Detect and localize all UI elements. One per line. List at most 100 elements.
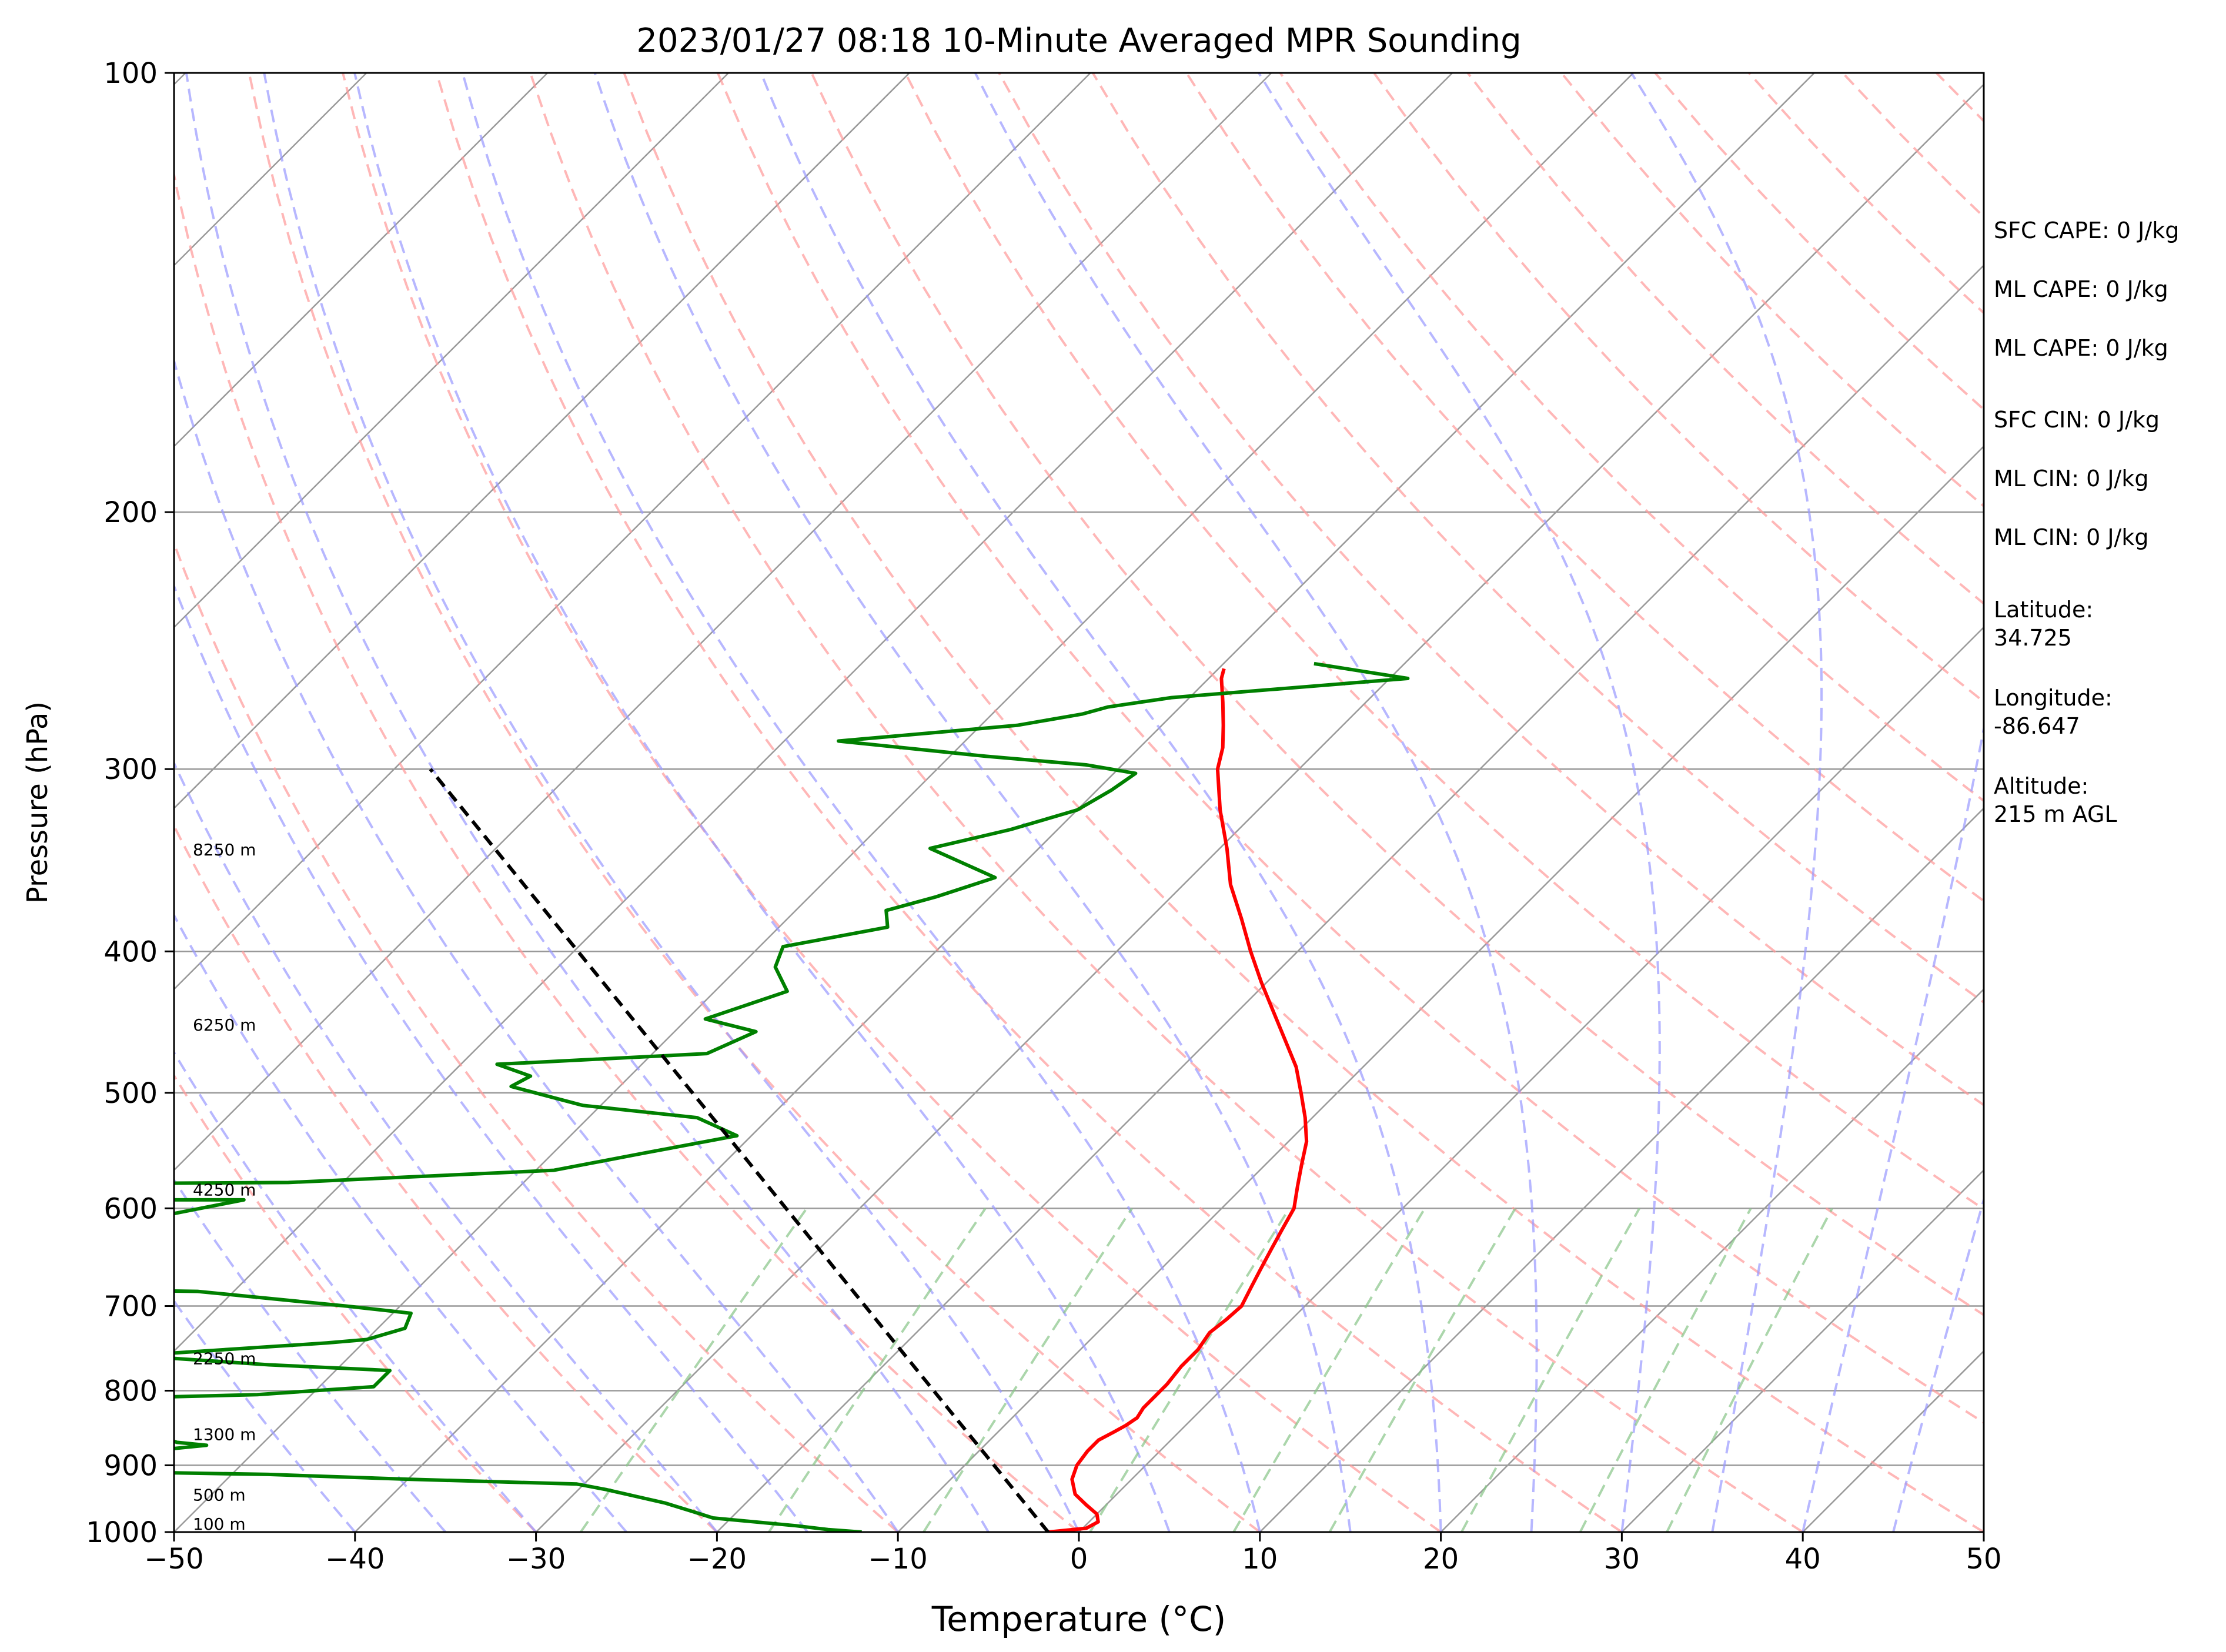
height-label: 500 m <box>193 1485 246 1504</box>
dry-adiabat <box>904 73 1984 1211</box>
dewpoint-profile <box>174 661 1410 1532</box>
isotherm-line <box>174 73 1272 1172</box>
y-axis-label: Pressure (hPa) <box>21 701 54 904</box>
moist-adiabat <box>353 73 1171 1532</box>
moist-adiabat <box>174 760 718 1532</box>
y-tick-label: 1000 <box>86 1516 158 1549</box>
height-label: 8250 m <box>193 840 256 860</box>
dry-adiabat <box>529 73 1804 1532</box>
mixing-ratio-line <box>579 1208 808 1532</box>
moist-adiabat <box>760 73 1442 1532</box>
dry-adiabat <box>174 169 1080 1532</box>
moist-adiabat <box>174 1050 537 1532</box>
x-tick-label: 30 <box>1604 1543 1640 1576</box>
y-tick-label: 400 <box>103 935 158 968</box>
isotherm-line <box>174 73 1634 1532</box>
index-text: ML CIN: 0 J/kg <box>1994 524 2149 550</box>
index-text: ML CAPE: 0 J/kg <box>1994 276 2168 302</box>
moist-adiabat <box>174 1178 447 1532</box>
dry-adiabat <box>1279 73 1984 802</box>
isotherm-line <box>174 73 367 267</box>
dry-adiabat <box>1185 73 1984 903</box>
isotherm-line <box>1259 807 1984 1532</box>
index-text: ML CAPE: 0 J/kg <box>1994 335 2168 361</box>
x-tick-label: 20 <box>1423 1543 1459 1576</box>
dry-adiabat <box>810 73 1984 1317</box>
moist-adiabat <box>174 356 899 1532</box>
dry-adiabat <box>342 73 1442 1532</box>
mixing-ratio-line <box>1460 1208 1641 1532</box>
x-tick-label: −40 <box>325 1543 385 1576</box>
y-tick-label: 600 <box>103 1192 158 1225</box>
isotherm-line <box>0 73 5 1532</box>
index-text: SFC CIN: 0 J/kg <box>1994 407 2160 433</box>
x-tick-label: −50 <box>144 1543 203 1576</box>
mixing-ratio-line <box>1232 1208 1426 1532</box>
moist-adiabat <box>1630 73 1823 1532</box>
x-axis-ticks: −50 −40 −30 −20 −10 0 10 20 30 40 50 <box>144 1532 2002 1576</box>
isotherm-line <box>716 264 1984 1532</box>
mixing-ratio-line <box>923 1208 1133 1532</box>
isotherm-line <box>2165 73 2226 1532</box>
y-tick-label: 900 <box>103 1449 158 1482</box>
x-tick-label: 0 <box>1070 1543 1088 1576</box>
isotherm-line <box>1440 988 1984 1532</box>
chart-title: 2023/01/27 08:18 10-Minute Averaged MPR … <box>636 22 1521 60</box>
height-label: 4250 m <box>193 1180 256 1199</box>
isotherm-line <box>1078 626 1984 1532</box>
moist-adiabat <box>1258 73 1661 1532</box>
index-text: ML CIN: 0 J/kg <box>1994 466 2149 491</box>
height-labels: 100 m 500 m 1300 m 2250 m 4250 m 6250 m 8250 m <box>193 840 256 1534</box>
isotherm-line <box>1621 1169 1984 1532</box>
x-tick-label: −20 <box>687 1543 747 1576</box>
moist-adiabat <box>185 73 990 1532</box>
isotherm-line <box>535 83 1984 1532</box>
height-label: 100 m <box>193 1514 246 1534</box>
moist-adiabat <box>1892 1195 1984 1532</box>
dry-adiabat <box>174 1073 537 1532</box>
mixing-ratio-line <box>1666 1208 1833 1532</box>
isotherm-line <box>174 73 910 810</box>
height-label: 1300 m <box>193 1424 256 1444</box>
x-tick-label: −10 <box>868 1543 928 1576</box>
x-tick-label: −30 <box>506 1543 566 1576</box>
mixing-ratio-line <box>768 1208 987 1532</box>
isotherm-line <box>897 445 1984 1532</box>
dry-adiabat <box>248 73 1261 1532</box>
dry-adiabat <box>1373 73 1984 704</box>
dry-adiabat <box>716 73 1984 1424</box>
y-axis-ticks: 100 200 300 400 500 600 700 800 900 1000 <box>86 57 174 1549</box>
dry-adiabat <box>174 823 718 1532</box>
mixing-ratio-line <box>1089 1208 1291 1532</box>
dry-adiabat <box>1091 73 1984 1004</box>
isotherm-line <box>174 73 729 628</box>
y-tick-label: 800 <box>103 1375 158 1407</box>
index-text: SFC CAPE: 0 J/kg <box>1994 218 2180 243</box>
moist-adiabat <box>461 73 1261 1532</box>
index-text: Latitude: 34.725 <box>1994 597 2094 651</box>
moist-adiabat <box>263 73 1080 1532</box>
index-text: Altitude: 215 m AGL <box>1994 773 2117 827</box>
y-tick-label: 700 <box>103 1290 158 1323</box>
moist-adiabat <box>174 912 628 1532</box>
moist-adiabat <box>974 73 1538 1532</box>
y-tick-label: 200 <box>103 496 158 529</box>
data-series <box>174 661 1410 1532</box>
isotherm-line <box>354 73 1815 1532</box>
y-tick-label: 500 <box>103 1077 158 1110</box>
plot-frame <box>173 72 1985 1533</box>
moist-adiabat <box>593 73 1352 1532</box>
x-axis-label: Temperature (°C) <box>931 1599 1226 1639</box>
parcel-path <box>429 768 1050 1532</box>
mixing-ratio-line <box>1579 1208 1752 1532</box>
y-tick-label: 100 <box>103 57 158 90</box>
x-tick-label: 40 <box>1785 1543 1821 1576</box>
index-text: Longitude: -86.647 <box>1994 685 2113 739</box>
dry-adiabat <box>623 73 1984 1532</box>
dry-adiabat <box>174 540 899 1532</box>
temperature-profile <box>1048 668 1309 1532</box>
y-tick-label: 300 <box>103 753 158 786</box>
moist-adiabat <box>174 583 808 1532</box>
dry-adiabat <box>998 73 1984 1107</box>
